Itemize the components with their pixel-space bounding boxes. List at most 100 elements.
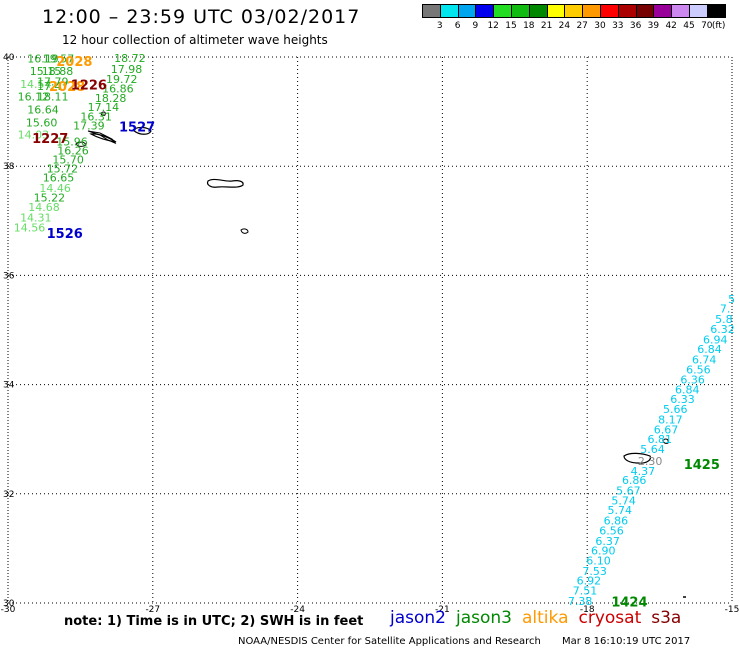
legend-jason2: jason2	[390, 608, 446, 628]
colorbar-label: 33	[612, 21, 624, 31]
wave-height-value: 16.12	[18, 90, 50, 103]
note-text: note: 1) Time is in UTC; 2) SWH is in fe…	[64, 614, 364, 629]
lon-tick-label: -30	[1, 605, 16, 615]
pass-time-label: 1227	[32, 132, 68, 147]
pass-time-label: 1425	[684, 458, 720, 473]
wave-height-value: 15.70	[52, 154, 84, 167]
wave-height-value: 2.30	[638, 455, 663, 468]
pass-time-label: 1226	[71, 78, 107, 93]
pass-time-label: 1424	[611, 595, 647, 610]
wave-height-value: 17.79	[37, 76, 69, 89]
island-faial	[75, 141, 87, 147]
colorbar-unit: (ft)	[711, 21, 726, 31]
wave-height-value: 6.56	[686, 363, 711, 376]
wave-height-value: 14.03	[18, 129, 50, 142]
wave-height-value: 6.94	[703, 333, 728, 346]
lat-tick-label: 30	[3, 599, 15, 609]
island-santa-maria	[240, 228, 249, 234]
lon-tick-label: -21	[435, 605, 450, 615]
wave-height-value: 6.33	[670, 393, 695, 406]
colorbar-label: 70	[701, 21, 713, 31]
colorbar-label: 12	[487, 21, 499, 31]
island-terceira	[132, 126, 152, 135]
wave-height-value: 16.64	[27, 103, 59, 116]
island-pico	[89, 133, 117, 143]
wave-height-value: 7.53	[582, 565, 607, 578]
lon-tick-label: -18	[580, 605, 595, 615]
coastlines	[75, 111, 686, 598]
lat-tick-label: 38	[3, 162, 15, 172]
colorbar-label: 45	[683, 21, 695, 31]
wave-height-value: 5.8	[715, 313, 733, 326]
wave-height-value: 16.86	[102, 83, 133, 96]
map-subtitle: 12 hour collection of altimeter wave hei…	[62, 33, 328, 47]
wave-height-value: 18.28	[95, 92, 127, 105]
wave-height-value: 6.81	[648, 433, 673, 446]
pass-time-label: 2028	[56, 55, 92, 70]
lat-tick-label: 36	[3, 271, 15, 281]
colorbar-label: 6	[454, 21, 461, 31]
wave-height-value: 14.31	[20, 212, 52, 225]
wave-height-value: 5.74	[611, 494, 636, 507]
colorbar-label: 24	[558, 21, 571, 31]
wave-height-value: 15.60	[26, 117, 57, 130]
axis-ticks: -30 -27 -24 -21 -18 -15 40 38 36 34 32 30	[1, 53, 740, 615]
lon-tick-label: -27	[145, 605, 160, 615]
wave-height-value: 15.96	[56, 136, 87, 149]
pass-time-label: 2028	[49, 80, 85, 95]
wave-height-value: 6.84	[697, 343, 722, 356]
wave-height-value: 5.64	[640, 443, 665, 456]
wave-height-value: 17.98	[111, 63, 143, 76]
wave-height-value: 6.36	[680, 374, 705, 387]
wave-height-value: 17.39	[73, 119, 105, 132]
lat-tick-label: 40	[3, 53, 15, 63]
pass-time-label: 1526	[47, 227, 83, 242]
wave-height-value: 17.14	[88, 101, 120, 114]
wave-height-value: 18.11	[37, 90, 69, 103]
island-porto-santo	[662, 438, 669, 444]
colorbar-label: 39	[647, 21, 660, 31]
colorbar-label: 18	[523, 21, 535, 31]
wave-height-value: 18.72	[114, 52, 146, 65]
wave-height-value: 19.57	[43, 53, 75, 66]
wave-height-value: 6.37	[595, 535, 620, 548]
wave-height-value: 16.26	[57, 144, 88, 157]
colorbar-label: 42	[665, 21, 677, 31]
wave-height-value: 5.66	[663, 403, 688, 416]
colorbar-label: 15	[505, 21, 517, 31]
island-graciosa	[100, 111, 106, 116]
legend-altika: altika	[522, 608, 569, 628]
colorbar-label: 27	[576, 21, 588, 31]
lat-tick-label: 32	[3, 490, 14, 500]
wave-height-value: 6.56	[599, 524, 624, 537]
wave-height-value: 5	[728, 293, 735, 306]
credit-timestamp: Mar 8 16:10:19 UTC 2017	[562, 636, 691, 647]
island-sao-miguel	[206, 178, 244, 188]
credit-line: NOAA/NESDIS Center for Satellite Applica…	[238, 636, 690, 647]
lon-tick-label: -15	[725, 605, 740, 615]
legend-jason3: jason3	[456, 608, 512, 628]
colorbar-label: 9	[472, 21, 479, 31]
legend-cryosat: cryosat	[578, 608, 642, 628]
wave-height-value: 6.86	[622, 474, 647, 487]
wave-height-value: 15.22	[34, 191, 65, 204]
wave-height-value: 6.86	[604, 515, 629, 528]
wave-height-value: 19.72	[106, 73, 137, 86]
colorbar-swatch	[706, 4, 726, 18]
colorbar-label: 36	[629, 21, 642, 31]
wave-height-value: 6.92	[577, 575, 602, 588]
wave-height-value: 6.74	[692, 353, 717, 366]
wave-height-value: 15.72	[47, 162, 79, 175]
wave-height-value: 6.10	[586, 554, 611, 567]
lon-tick-label: -24	[290, 605, 305, 615]
colorbar-label: 3	[436, 21, 443, 31]
wave-height-value: 14.56	[14, 221, 46, 234]
wave-height-value: 16.31	[80, 111, 112, 124]
wave-height-value: 6.32	[710, 323, 735, 336]
wave-height-value: 14.46	[39, 182, 71, 195]
pass-time-label: 1527	[119, 120, 155, 135]
wave-height-value: 17.47	[37, 80, 69, 93]
wave-height-value: 8.17	[658, 414, 683, 427]
wave-height-value: 7.51	[573, 584, 598, 597]
